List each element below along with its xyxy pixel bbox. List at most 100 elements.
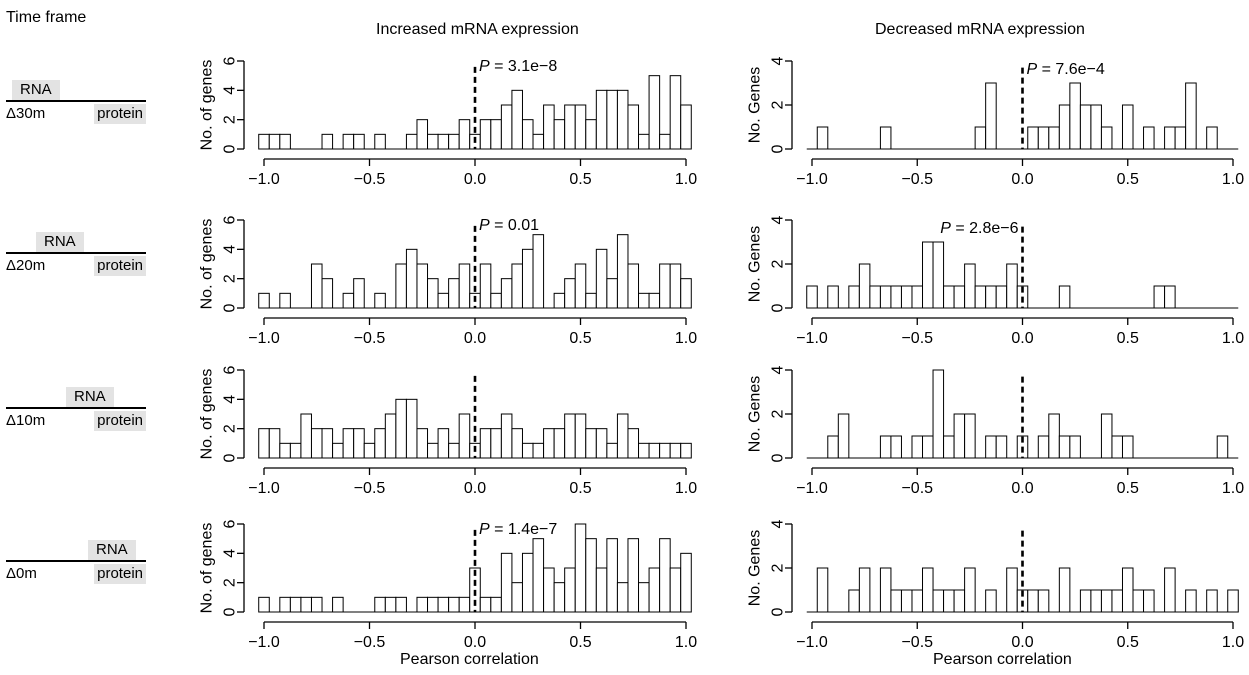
p-value-label: P = 7.6e−4 <box>1027 61 1105 78</box>
histogram-panel: 0 2 4 6 No. of genes −1.0 −0.5 0.0 0.5 1.0 P = 3.1… <box>199 56 698 188</box>
x-tick-label: 0.5 <box>569 634 591 651</box>
histogram-bar <box>268 133 281 150</box>
x-tick-label: 1.0 <box>675 480 697 497</box>
histogram-bar <box>374 428 386 459</box>
histogram-bar <box>405 248 418 309</box>
histogram-bar <box>490 119 502 150</box>
x-axis-label-left: Pearson correlation <box>400 651 539 668</box>
delta-time-text: Δ30m <box>6 105 46 122</box>
x-tick-label: 1.0 <box>1222 330 1244 347</box>
histogram-bar <box>606 442 618 459</box>
histogram-bar <box>310 428 323 459</box>
x-tick-label: −1.0 <box>796 330 828 347</box>
histogram-bar <box>543 104 555 150</box>
histogram-bar <box>648 567 661 613</box>
histogram-bar <box>837 413 850 459</box>
histogram-bar <box>1121 435 1134 459</box>
histogram-panel: 0 2 4 No. Genes −1.0 −0.5 0.0 0.5 1.0 P = 7.6e−4 <box>747 56 1245 188</box>
histogram-bar <box>574 523 587 613</box>
x-tick-label: 0.5 <box>1117 171 1139 188</box>
histogram-bar <box>521 119 534 150</box>
x-tick-label: −0.5 <box>901 480 933 497</box>
histogram-bar <box>858 567 871 613</box>
histogram-bar <box>258 133 270 150</box>
histogram-bar <box>932 589 945 613</box>
histogram-bar <box>342 133 355 150</box>
x-tick-label: −0.5 <box>901 330 933 347</box>
x-tick-label: −1.0 <box>248 480 280 497</box>
y-tick-label: 2 <box>222 424 239 433</box>
histogram-bar <box>616 413 629 459</box>
histogram-panel: 0 2 4 No. Genes −1.0 −0.5 0.0 0.5 1.0 <box>747 519 1245 651</box>
x-tick-label: 0.0 <box>464 330 486 347</box>
x-tick-label: 0.0 <box>1011 634 1033 651</box>
histogram-bar <box>363 442 376 459</box>
y-tick-label: 4 <box>770 56 787 65</box>
histogram-bar <box>564 104 576 150</box>
histogram-bar <box>858 263 871 309</box>
divider-line <box>6 560 146 562</box>
x-tick-label: 0.5 <box>569 330 591 347</box>
p-value-label: P = 0.01 <box>479 217 539 234</box>
histogram-bar <box>953 413 966 459</box>
y-axis-label: No. Genes <box>747 376 764 452</box>
histogram-bar <box>638 133 650 150</box>
histogram-bar <box>648 292 661 309</box>
histogram-bar <box>606 538 618 613</box>
histogram-bar <box>564 413 576 459</box>
histogram-bar <box>879 285 892 309</box>
p-symbol: P <box>479 217 490 234</box>
histogram-bar <box>1100 589 1113 613</box>
histogram-bar <box>321 133 334 150</box>
histogram-bar <box>532 442 545 459</box>
histogram-bar <box>1058 104 1071 150</box>
histogram-bar <box>1206 126 1218 150</box>
histogram-bar <box>1006 567 1018 613</box>
histogram-bar <box>985 285 997 309</box>
histogram-bar <box>427 133 439 150</box>
histogram-bar <box>405 133 418 150</box>
histogram-bar <box>279 292 291 309</box>
y-tick-label: 2 <box>770 563 787 572</box>
histogram-bar <box>458 596 471 613</box>
histogram-bar <box>900 285 913 309</box>
histogram-bar <box>427 442 439 459</box>
histogram-bar <box>985 435 997 459</box>
delta-time-text: Δ20m <box>6 257 46 274</box>
histogram-bar <box>279 133 291 150</box>
rna-box: RNA <box>66 387 114 407</box>
histogram-bar <box>289 442 302 459</box>
histogram-bar <box>911 285 924 309</box>
p-value-text: = 7.6e−4 <box>1037 61 1105 78</box>
y-tick-label: 2 <box>222 274 239 283</box>
x-tick-label: 1.0 <box>1222 634 1244 651</box>
histogram-bar <box>890 435 902 459</box>
histogram-bar <box>490 292 502 309</box>
histogram-bar <box>595 89 608 150</box>
histogram-bar <box>416 596 429 613</box>
x-tick-label: 0.5 <box>1117 634 1139 651</box>
x-tick-label: −1.0 <box>796 634 828 651</box>
histogram-bar <box>659 263 671 309</box>
p-symbol: P <box>940 220 951 237</box>
rna-box: RNA <box>36 232 84 252</box>
x-tick-label: 0.5 <box>1117 480 1139 497</box>
histogram-bar <box>543 428 555 459</box>
y-tick-label: 2 <box>222 115 239 124</box>
histogram-bar <box>974 126 987 150</box>
histogram-bar <box>521 442 534 459</box>
protein-box: protein <box>94 104 146 124</box>
y-tick-label: 0 <box>770 303 787 312</box>
histogram-bar <box>500 278 513 309</box>
histogram-bar <box>521 552 534 613</box>
x-tick-label: 0.5 <box>1117 330 1139 347</box>
y-tick-label: 0 <box>770 144 787 153</box>
y-tick-label: 0 <box>770 453 787 462</box>
y-tick-label: 6 <box>222 56 239 65</box>
histogram-bar <box>374 596 386 613</box>
p-value-label: P = 3.1e−8 <box>479 58 557 75</box>
divider-line <box>6 100 146 102</box>
histogram-bar <box>448 442 460 459</box>
y-tick-label: 2 <box>222 578 239 587</box>
row-time-frame-label: RNA Δ0m protein <box>6 540 146 584</box>
